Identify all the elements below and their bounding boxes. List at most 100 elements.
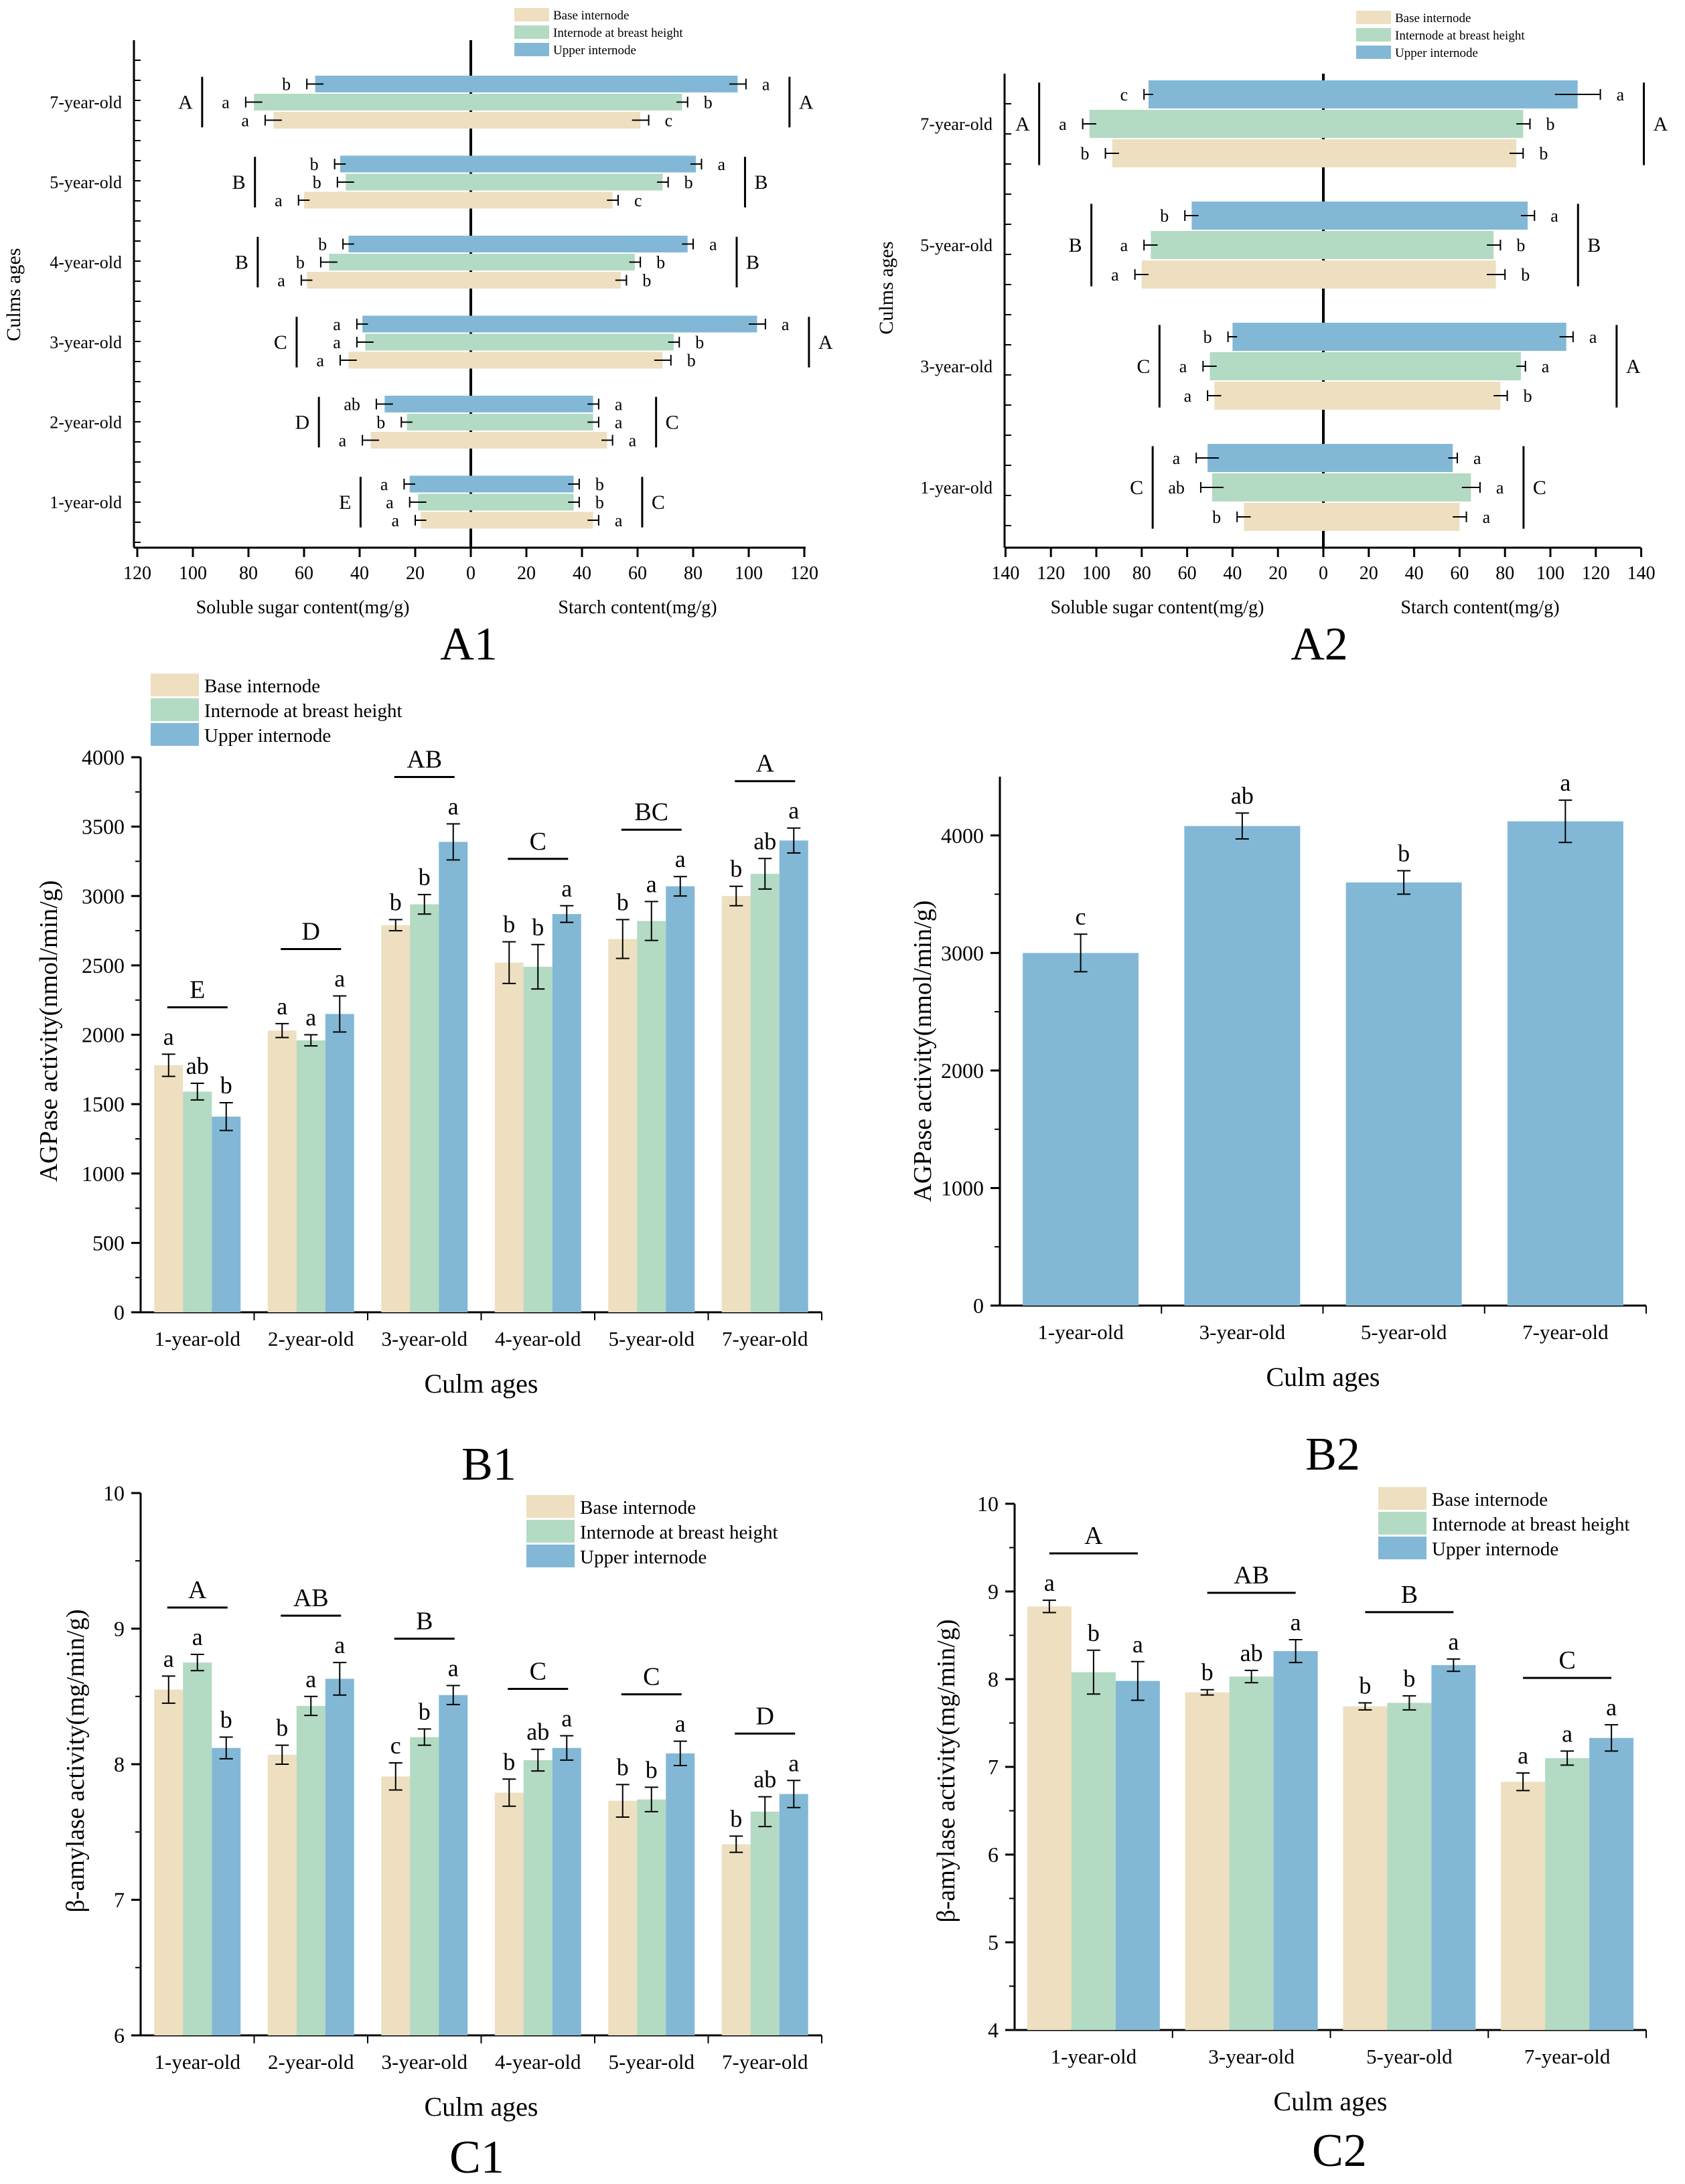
bar-starch bbox=[1323, 473, 1471, 501]
x-tick-label: 120 bbox=[1037, 563, 1065, 584]
bar-starch bbox=[471, 76, 738, 92]
significance-letter: ab bbox=[753, 828, 776, 854]
x-tick-label: 3-year-old bbox=[1199, 1320, 1286, 1344]
x-tick-label: 120 bbox=[123, 563, 151, 584]
significance-letter: a bbox=[192, 1624, 203, 1650]
bar-sugar bbox=[329, 254, 471, 270]
y-tick-label: 2000 bbox=[941, 1059, 984, 1083]
x-tick-label: 40 bbox=[350, 563, 369, 584]
bar bbox=[1589, 1737, 1634, 2030]
x-tick-label: 80 bbox=[1132, 563, 1151, 584]
significance-letter: a bbox=[762, 75, 770, 94]
significance-letter: ab bbox=[753, 1766, 776, 1793]
bar bbox=[183, 1662, 212, 2035]
legend-swatch bbox=[526, 1495, 575, 1518]
group-letter: C bbox=[530, 1657, 546, 1685]
x-tick-label: 100 bbox=[735, 563, 763, 584]
x-tick-label: 4-year-old bbox=[495, 1327, 581, 1350]
bar-starch bbox=[471, 352, 663, 369]
significance-letter: a bbox=[305, 1004, 316, 1031]
significance-letter: a bbox=[1589, 327, 1597, 347]
y-tick-label: 5 bbox=[988, 1930, 999, 1954]
significance-letter: c bbox=[634, 191, 642, 210]
significance-letter: b bbox=[313, 173, 321, 192]
bar bbox=[1431, 1665, 1476, 2030]
group-letter: AB bbox=[1234, 1561, 1269, 1589]
significance-letter: a bbox=[629, 431, 637, 451]
y-tick-label: 4 bbox=[988, 2018, 999, 2042]
significance-letter: a bbox=[788, 1749, 799, 1776]
significance-letter: b bbox=[376, 413, 385, 433]
x-tick-label: 5-year-old bbox=[1361, 1320, 1447, 1344]
bar-sugar bbox=[1214, 382, 1323, 410]
significance-letter: b bbox=[595, 493, 604, 512]
y-tick-label: 4000 bbox=[941, 824, 984, 848]
y-tick-label: 1-year-old bbox=[920, 478, 993, 497]
bar-starch bbox=[1323, 110, 1524, 138]
bar bbox=[721, 896, 751, 1312]
significance-letter: a bbox=[782, 315, 790, 334]
x-tick-label: 1-year-old bbox=[155, 1327, 241, 1350]
bar bbox=[552, 914, 581, 1312]
y-tick-label: 7-year-old bbox=[920, 114, 993, 134]
bar-sugar bbox=[1212, 473, 1323, 501]
group-letter-starch: A bbox=[818, 331, 833, 354]
legend-label: Internode at breast height bbox=[580, 1522, 778, 1543]
significance-letter: a bbox=[1120, 236, 1128, 255]
x-tick-label: 40 bbox=[1405, 563, 1424, 584]
x-tick-label: 80 bbox=[239, 563, 258, 584]
x-tick-label: 2-year-old bbox=[268, 1327, 354, 1350]
significance-letter: ab bbox=[526, 1719, 549, 1745]
x-tick-label: 7-year-old bbox=[1522, 1320, 1609, 1344]
bar bbox=[325, 1679, 354, 2035]
panel-A2: 0 20 20 40 40 60 60 80 80 100 100 120 120 140 140 Solub… bbox=[875, 11, 1668, 618]
bar bbox=[523, 1760, 553, 2035]
bar-sugar bbox=[1244, 503, 1323, 531]
significance-letter: c bbox=[665, 111, 673, 131]
significance-letter: b bbox=[595, 475, 604, 494]
significance-letter: a bbox=[1496, 478, 1504, 497]
bar bbox=[1545, 1758, 1590, 2030]
significance-letter: a bbox=[1606, 1694, 1617, 1721]
x-axis-label-left: Soluble sugar content(mg/g) bbox=[1051, 597, 1264, 618]
significance-letter: a bbox=[334, 965, 345, 992]
bar-sugar bbox=[348, 352, 471, 369]
bar-sugar bbox=[315, 76, 471, 92]
legend-swatch bbox=[151, 723, 199, 746]
significance-letter: a bbox=[1184, 386, 1192, 406]
significance-letter: a bbox=[1560, 769, 1570, 796]
x-tick-label: 120 bbox=[790, 563, 818, 584]
legend-label: Upper internode bbox=[1432, 1539, 1558, 1560]
bar bbox=[381, 1776, 411, 2035]
x-tick-label: 20 bbox=[1360, 563, 1378, 584]
group-letter: AB bbox=[293, 1584, 329, 1612]
legend-swatch bbox=[514, 43, 549, 56]
y-tick-label: 0 bbox=[973, 1294, 984, 1318]
x-tick-label: 7-year-old bbox=[1524, 2045, 1611, 2068]
group-letter-starch: B bbox=[1587, 234, 1601, 256]
y-tick-label: 3-year-old bbox=[920, 357, 993, 376]
significance-letter: a bbox=[277, 271, 285, 291]
legend-label: Internode at breast height bbox=[204, 700, 402, 722]
bar-sugar bbox=[254, 94, 471, 110]
y-tick-label: 9 bbox=[988, 1579, 999, 1604]
y-tick-label: 3000 bbox=[82, 884, 125, 908]
legend-label: Base internode bbox=[553, 9, 629, 23]
bar-starch bbox=[1323, 503, 1460, 531]
legend-label: Upper internode bbox=[580, 1547, 707, 1568]
panel-label-A2: A2 bbox=[1291, 619, 1348, 670]
legend-swatch bbox=[1378, 1512, 1426, 1535]
group-letter-sugar: D bbox=[295, 412, 309, 434]
legend-label: Base internode bbox=[1395, 11, 1471, 25]
group-letter-starch: A bbox=[1654, 113, 1668, 135]
significance-letter: a bbox=[675, 1711, 686, 1737]
y-tick-label: 3-year-old bbox=[50, 333, 122, 352]
significance-letter: b bbox=[1203, 327, 1212, 347]
significance-letter: b bbox=[1539, 144, 1548, 163]
group-letter: A bbox=[188, 1576, 207, 1604]
significance-letter: b bbox=[1359, 1672, 1371, 1699]
bar bbox=[1343, 1706, 1388, 2030]
significance-letter: c bbox=[1120, 85, 1128, 104]
y-tick-label: 6 bbox=[114, 2023, 125, 2047]
